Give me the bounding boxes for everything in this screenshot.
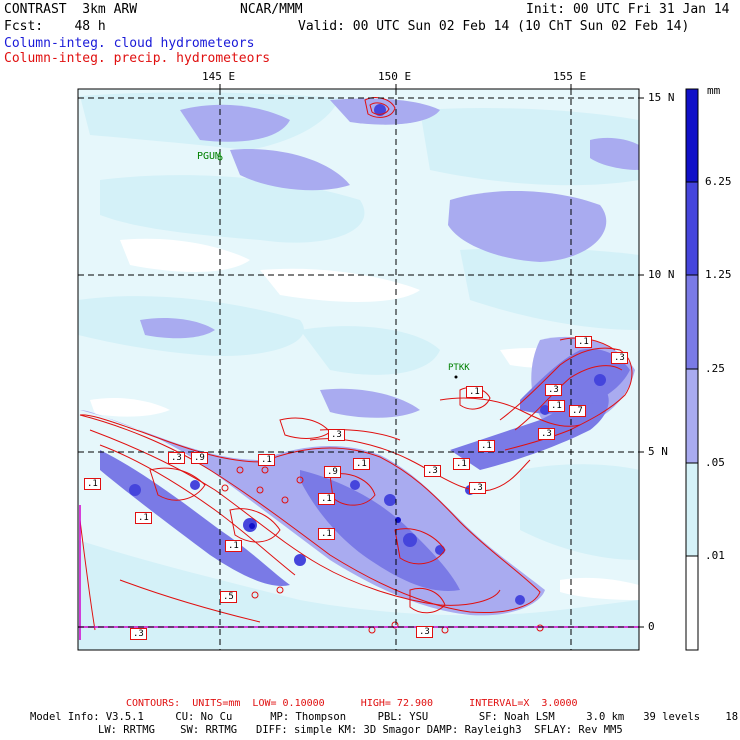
contour-label: .1 — [478, 440, 495, 452]
contour-info: CONTOURS: UNITS=mm LOW= 0.10000 HIGH= 72… — [126, 698, 578, 709]
lat-tick-10n: 10 N — [648, 268, 675, 281]
contour-label: .3 — [328, 429, 345, 441]
valid-time: Valid: 00 UTC Sun 02 Feb 14 (10 ChT Sun … — [298, 19, 690, 34]
contour-label: .1 — [548, 400, 565, 412]
station-pgum: PGUM — [197, 151, 222, 162]
hydrometeor-field — [78, 89, 639, 650]
colorbar-level-.25: .25 — [705, 362, 725, 375]
contour-label: .9 — [324, 466, 341, 478]
map-frame — [77, 88, 640, 651]
contour-label: .9 — [191, 452, 208, 464]
contour-label: .1 — [318, 493, 335, 505]
forecast-hour: Fcst: 48 h — [4, 19, 106, 34]
colorbar-bin-4 — [686, 369, 698, 463]
init-time: Init: 00 UTC Fri 31 Jan 14 — [526, 2, 730, 17]
contour-label: .3 — [416, 626, 433, 638]
colorbar-level-6.25: 6.25 — [705, 175, 732, 188]
contour-label: .7 — [569, 405, 586, 417]
colorbar-bin-2 — [686, 182, 698, 275]
contour-label: .1 — [258, 454, 275, 466]
colorbar-bin-6 — [686, 556, 698, 650]
station-ptkk: PTKK — [448, 363, 470, 373]
colorbar-level-1.25: 1.25 — [705, 268, 732, 281]
lat-tick-0: 0 — [648, 620, 655, 633]
contour-label: .1 — [453, 458, 470, 470]
lat-tick-5n: 5 N — [648, 445, 668, 458]
station-markers — [217, 155, 458, 379]
contour-label: .3 — [538, 428, 555, 440]
colorbar-bin-3 — [686, 275, 698, 369]
contour-label: .1 — [84, 478, 101, 490]
field-cloud-label: Column-integ. cloud hydrometeors — [4, 36, 255, 51]
contour-label: .1 — [318, 528, 335, 540]
lon-tick-150: 150 E — [378, 70, 412, 83]
model-title: CONTRAST 3km ARW — [4, 2, 138, 17]
colorbar-level-.01: .01 — [705, 549, 725, 562]
lon-tick-145: 145 E — [202, 70, 236, 83]
contour-label: .1 — [466, 386, 483, 398]
organization-label: NCAR/MMM — [240, 2, 303, 17]
colorbar-bin-5 — [686, 463, 698, 556]
contour-label: .3 — [469, 482, 486, 494]
lon-tick-155: 155 E — [553, 70, 587, 83]
field-precip-label: Column-integ. precip. hydrometeors — [4, 51, 271, 66]
axis-ticks — [219, 84, 644, 628]
contour-label: .1 — [225, 540, 242, 552]
colorbar — [685, 88, 699, 651]
lat-tick-15n: 15 N — [648, 91, 675, 104]
contour-label: .3 — [545, 384, 562, 396]
contour-label: .3 — [611, 352, 628, 364]
colorbar-level-.05: .05 — [705, 456, 725, 469]
model-info-line1: Model Info: V3.5.1 CU: No Cu MP: Thompso… — [30, 711, 740, 723]
contour-label: .3 — [424, 465, 441, 477]
contour-label: .5 — [220, 591, 237, 603]
contour-label: .1 — [575, 336, 592, 348]
contour-label: .1 — [353, 458, 370, 470]
colorbar-bin-1 — [686, 89, 698, 182]
contour-label: .3 — [130, 628, 147, 640]
contour-label: .3 — [168, 452, 185, 464]
colorbar-unit: mm — [707, 84, 721, 97]
model-info-line2: LW: RRTMG SW: RRTMG DIFF: simple KM: 3D … — [98, 724, 623, 736]
contour-label: .1 — [135, 512, 152, 524]
